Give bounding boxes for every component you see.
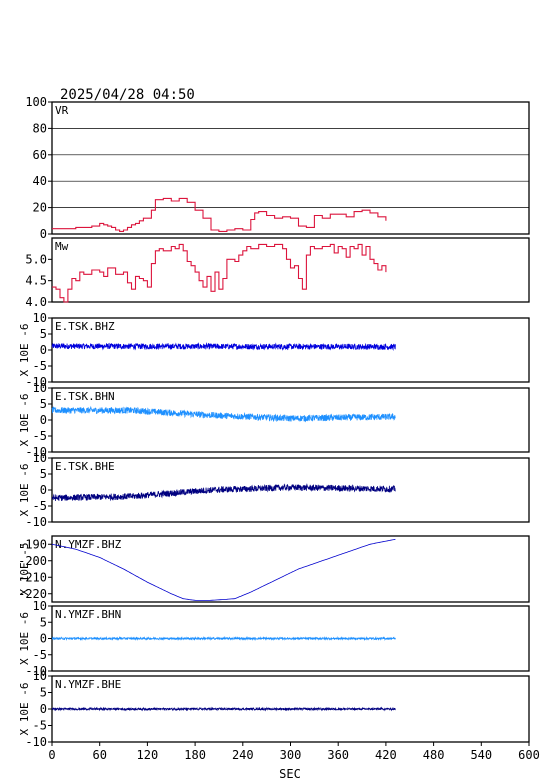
- timestamp-title: 2025/04/28 04:50: [60, 87, 195, 103]
- panel-label: VR: [55, 104, 69, 117]
- panel-label: E.TSK.BHN: [55, 390, 115, 403]
- y-tick-label: 20: [33, 201, 47, 215]
- x-tick-label: 420: [375, 748, 397, 762]
- y-tick-label: 5.0: [25, 252, 47, 266]
- panel-label: E.TSK.BHZ: [55, 320, 115, 333]
- panel-label: N.YMZF.BHE: [55, 678, 121, 691]
- y-axis-label: X 10E -6: [18, 612, 31, 665]
- y-tick-label: 40: [33, 174, 47, 188]
- panel-frame: [51, 101, 530, 235]
- y-tick-label: 0: [40, 483, 47, 497]
- panel-n_ymzf_bhe: -10 -5 0 5 10 N.YMZF.BHE X 10E -6: [18, 669, 530, 749]
- y-tick-label: -5: [33, 648, 47, 662]
- series-line: [52, 197, 387, 232]
- y-tick-label: -10: [25, 445, 47, 459]
- panel-vr: 0 20 40 60 80 100 VR: [25, 95, 530, 241]
- y-tick-label: -5: [33, 429, 47, 443]
- y-tick-label: 10: [33, 311, 47, 325]
- y-tick-label: 10: [33, 669, 47, 683]
- x-axis: 0 60 120 180 240 300 360 420 480 540 600: [48, 742, 540, 762]
- series-line: [51, 706, 396, 712]
- series-line: [51, 342, 396, 352]
- x-tick-label: 300: [280, 748, 302, 762]
- x-axis-label: SEC: [279, 767, 301, 781]
- y-tick-label: -190: [18, 537, 47, 551]
- x-tick-label: 240: [232, 748, 254, 762]
- x-tick-label: 540: [470, 748, 492, 762]
- y-tick-label: 4.0: [25, 295, 47, 309]
- y-tick-label: 10: [33, 599, 47, 613]
- panel-e_tsk_bhn: -10 -5 0 5 10 E.TSK.BHN X 10E -6: [18, 381, 530, 459]
- panel-frame: [51, 387, 530, 453]
- series-line: [51, 538, 396, 601]
- y-axis-label: X 10E -6: [18, 394, 31, 447]
- series-line: [52, 243, 387, 303]
- x-tick-label: 120: [137, 748, 159, 762]
- y-tick-label: 10: [33, 381, 47, 395]
- x-tick-label: 360: [327, 748, 349, 762]
- panel-mw: 4.0 4.5 5.0 Mw: [25, 237, 530, 309]
- x-tick-label: 480: [423, 748, 445, 762]
- y-axis-label: X 10E -5: [18, 543, 31, 596]
- y-tick-label: 80: [33, 121, 47, 135]
- series-line: [51, 483, 396, 502]
- y-tick-label: -5: [33, 499, 47, 513]
- y-tick-label: 4.5: [25, 274, 47, 288]
- panel-label: N.YMZF.BHZ: [55, 538, 122, 551]
- y-tick-label: 0: [40, 702, 47, 716]
- y-tick-label: -10: [25, 735, 47, 749]
- panel-frame: [51, 317, 530, 383]
- y-tick-label: -10: [25, 375, 47, 389]
- x-tick-label: 60: [92, 748, 106, 762]
- panel-n_ymzf_bhz: -220 -210 -200 -190 N.YMZF.BHZ X 10E -5: [18, 535, 530, 603]
- y-axis-label: X 10E -6: [18, 683, 31, 736]
- panels-group: 020406080100VR4.04.55.0Mw-10-50510E.TSK.…: [18, 95, 530, 749]
- y-tick-label: 60: [33, 148, 47, 162]
- y-tick-label: -210: [18, 570, 47, 584]
- y-tick-label: 5: [40, 686, 47, 700]
- panel-frame: [51, 457, 530, 523]
- panel-label: E.TSK.BHE: [55, 460, 115, 473]
- y-tick-label: 100: [25, 95, 47, 109]
- panel-label: Mw: [55, 240, 69, 253]
- series-line: [51, 635, 396, 641]
- y-tick-label: 0: [40, 227, 47, 241]
- y-tick-label: 5: [40, 397, 47, 411]
- y-tick-label: 0: [40, 413, 47, 427]
- y-tick-label: 5: [40, 467, 47, 481]
- panel-e_tsk_bhe: -10 -5 0 5 10 E.TSK.BHE X 10E -6: [18, 451, 530, 529]
- y-tick-label: -10: [25, 515, 47, 529]
- y-tick-label: 5: [40, 327, 47, 341]
- panel-label: N.YMZF.BHN: [55, 608, 121, 621]
- y-tick-label: 10: [33, 451, 47, 465]
- panel-n_ymzf_bhn: -10 -5 0 5 10 N.YMZF.BHN X 10E -6: [18, 599, 530, 678]
- x-tick-label: 0: [48, 748, 55, 762]
- panel-frame: [51, 237, 530, 303]
- panel-frame: [51, 535, 530, 603]
- y-axis-label: X 10E -6: [18, 464, 31, 517]
- y-axis-label: X 10E -6: [18, 324, 31, 377]
- y-tick-label: 0: [40, 343, 47, 357]
- y-tick-label: -5: [33, 359, 47, 373]
- series-line: [51, 405, 396, 423]
- x-tick-label: 180: [184, 748, 206, 762]
- y-tick-label: -220: [18, 587, 47, 601]
- y-tick-label: -5: [33, 719, 47, 733]
- panel-e_tsk_bhz: -10 -5 0 5 10 E.TSK.BHZ X 10E -6: [18, 311, 530, 389]
- y-tick-label: 0: [40, 632, 47, 646]
- y-tick-label: -10: [25, 664, 47, 678]
- y-tick-label: -200: [18, 554, 47, 568]
- x-tick-label: 600: [518, 748, 540, 762]
- y-tick-label: 5: [40, 615, 47, 629]
